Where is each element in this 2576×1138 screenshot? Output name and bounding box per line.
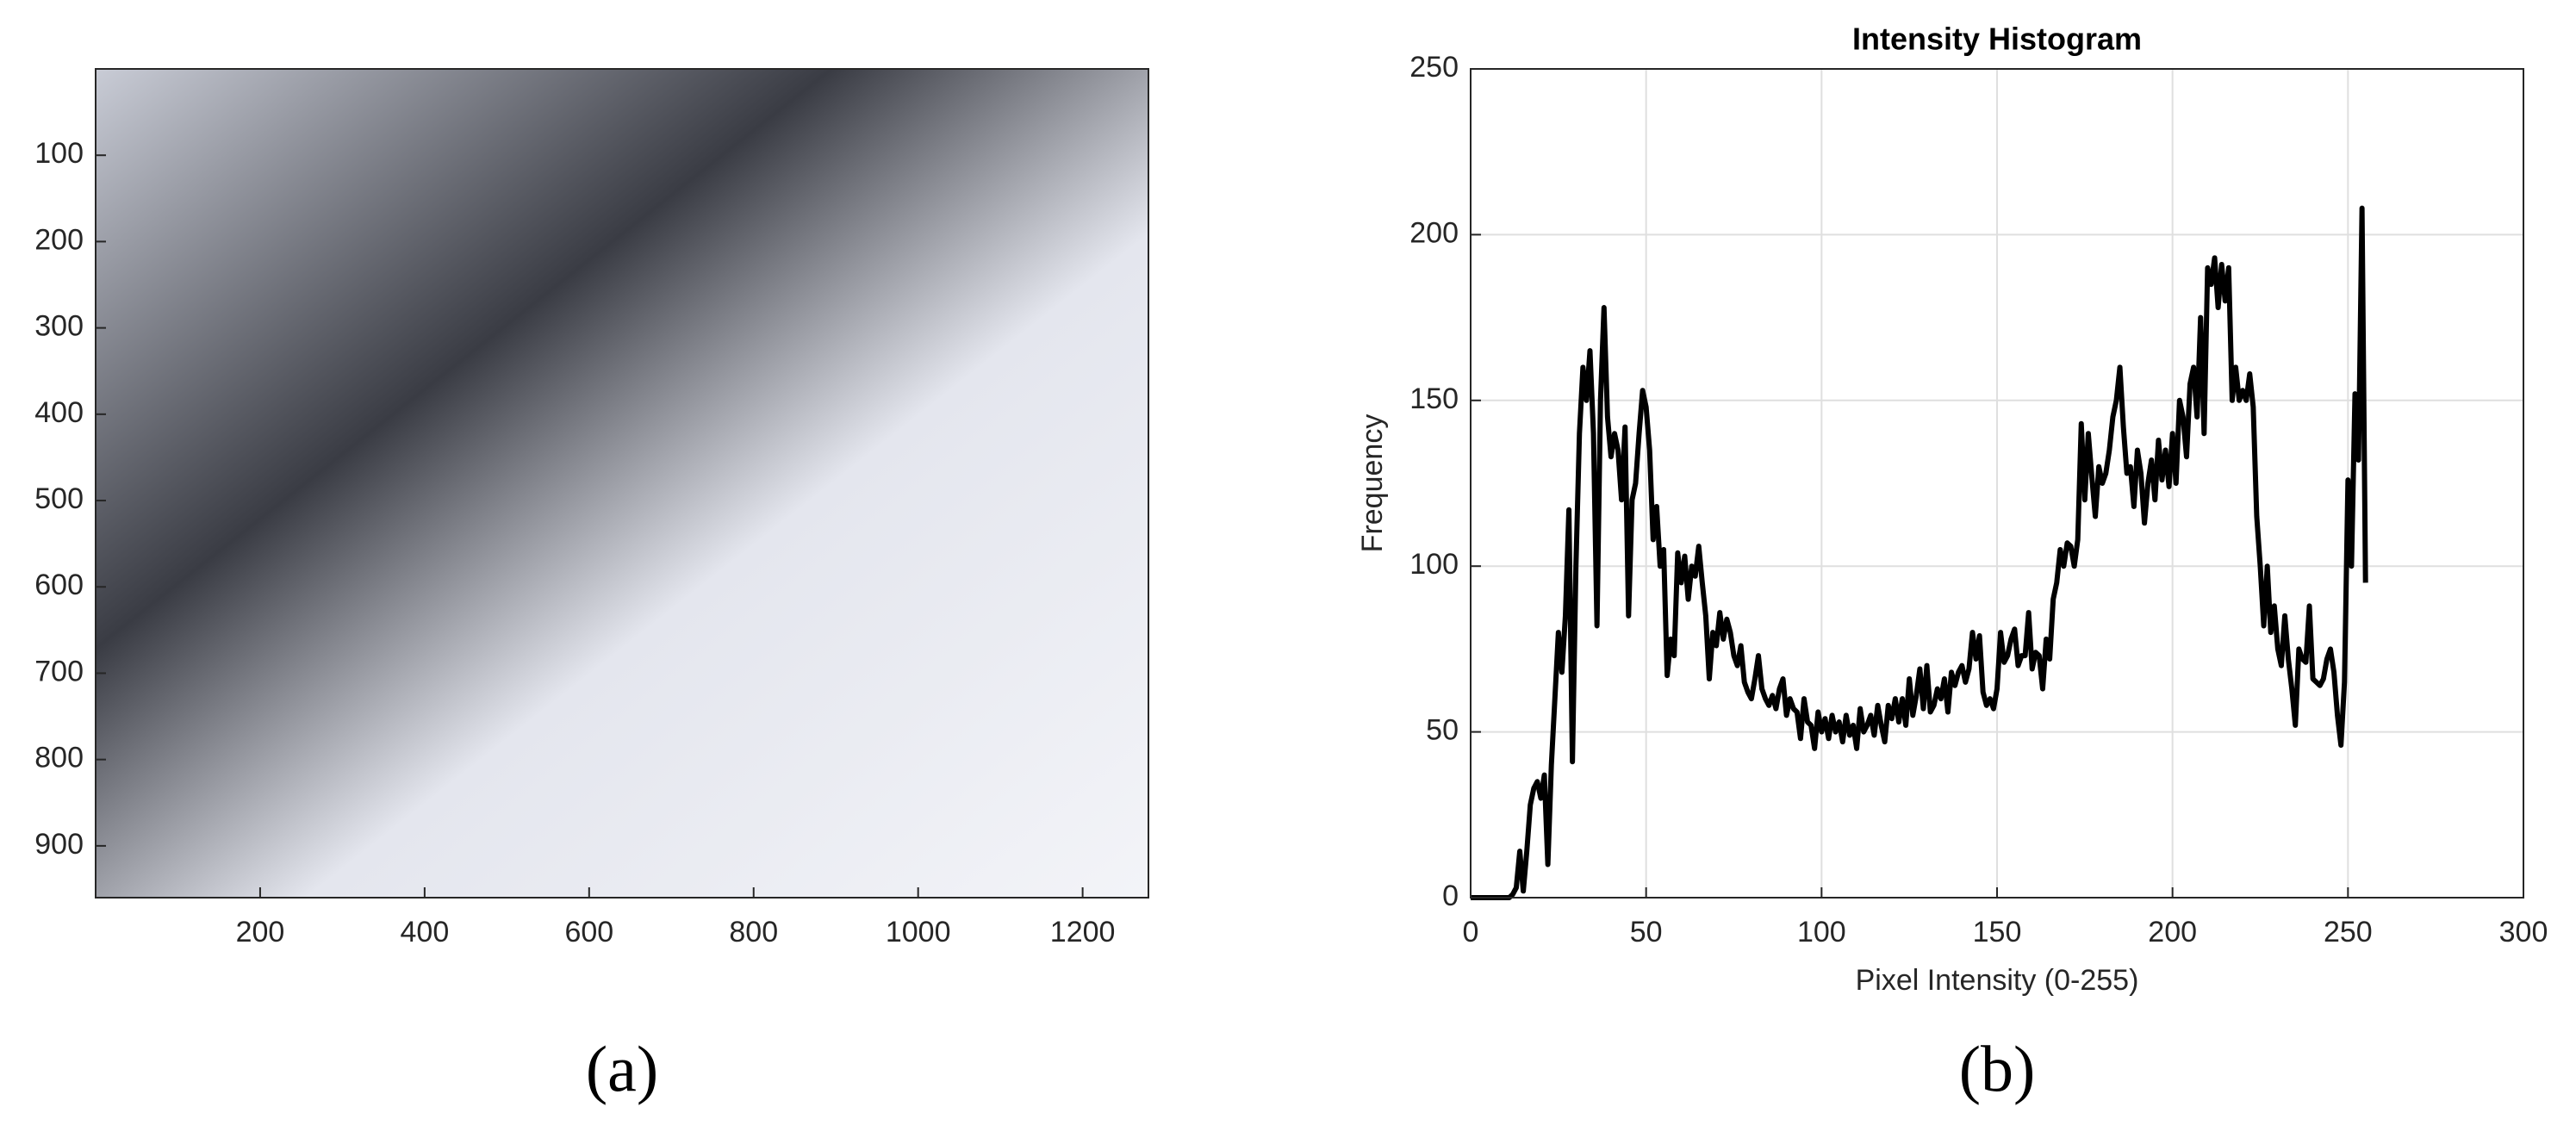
y-tick-label: 500 <box>34 482 84 515</box>
y-tick-label: 400 <box>34 396 84 429</box>
histogram-line <box>1471 205 2368 900</box>
y-tick-label: 100 <box>1409 548 1459 581</box>
axes-frame <box>95 68 1149 899</box>
x-tick-label: 400 <box>401 916 450 948</box>
y-tick-label: 100 <box>34 137 84 170</box>
y-tick-label: 600 <box>34 569 84 601</box>
y-tick-label: 900 <box>34 828 84 861</box>
x-axis-label: Pixel Intensity (0-255) <box>1856 964 2139 997</box>
panel-caption: (a) <box>586 1033 658 1105</box>
y-tick-label: 250 <box>1409 51 1459 84</box>
x-tick-label: 0 <box>1463 916 1479 948</box>
photo <box>96 69 1148 898</box>
y-tick-label: 200 <box>1409 216 1459 249</box>
y-tick-label: 700 <box>34 655 84 687</box>
x-tick-label: 150 <box>1973 916 2022 948</box>
y-tick-label: 0 <box>1442 880 1459 912</box>
y-tick-label: 200 <box>34 223 84 256</box>
x-tick-label: 250 <box>2324 916 2373 948</box>
x-tick-label: 200 <box>236 916 285 948</box>
x-tick-label: 200 <box>2148 916 2197 948</box>
panel-caption: (b) <box>1959 1033 2036 1105</box>
x-tick-label: 1000 <box>886 916 951 948</box>
y-tick-label: 300 <box>34 310 84 343</box>
y-axis-label: Frequency <box>1356 414 1389 553</box>
y-tick-label: 50 <box>1426 714 1459 747</box>
x-tick-label: 800 <box>729 916 778 948</box>
x-tick-label: 300 <box>2499 916 2548 948</box>
x-tick-label: 600 <box>564 916 613 948</box>
chart-title: Intensity Histogram <box>1852 22 2142 57</box>
x-tick-label: 1200 <box>1050 916 1116 948</box>
y-tick-label: 800 <box>34 742 84 774</box>
x-tick-label: 50 <box>1630 916 1663 948</box>
x-tick-label: 100 <box>1797 916 1846 948</box>
y-tick-label: 150 <box>1409 382 1459 415</box>
axes-frame <box>1470 68 2524 899</box>
